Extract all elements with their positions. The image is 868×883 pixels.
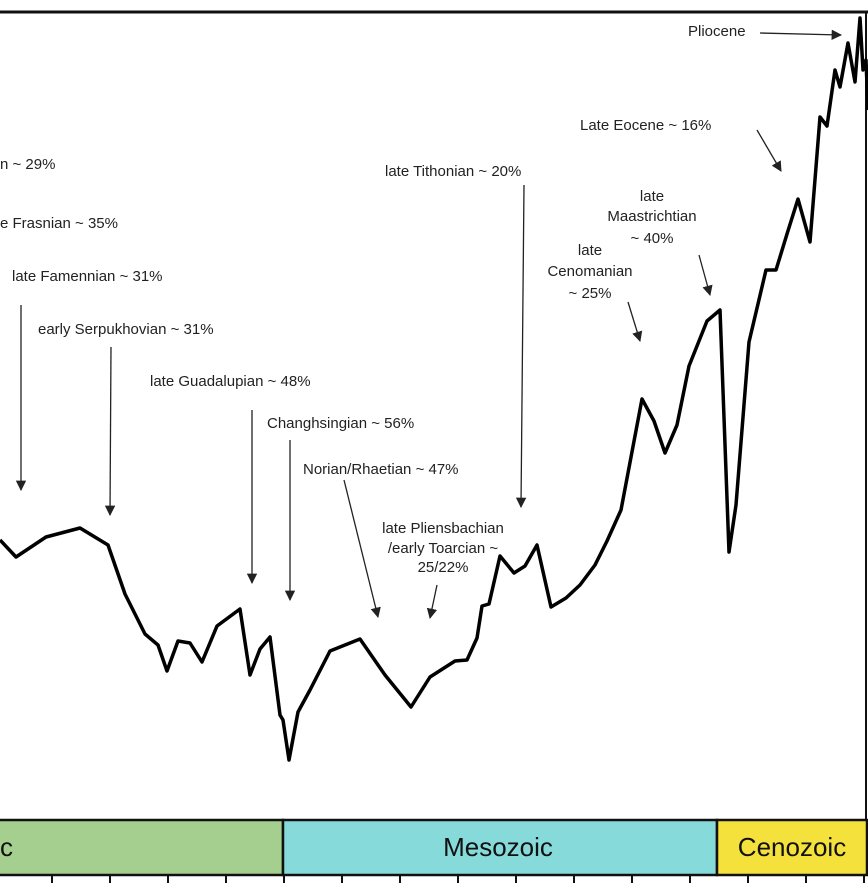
annotation: ~ 25% <box>569 285 612 302</box>
annotations: n ~ 29% e Frasnian ~ 35% late Famennian … <box>0 23 746 576</box>
annotation: late Famennian ~ 31% <box>12 268 163 285</box>
annotation: Pliocene <box>688 23 746 40</box>
ticks <box>51 875 865 883</box>
annotation: n ~ 29% <box>0 156 55 173</box>
annotation: late <box>640 188 664 205</box>
annotation: Norian/Rhaetian ~ 47% <box>303 461 459 478</box>
annotation: Maastrichtian <box>607 208 696 225</box>
annotation: Late Eocene ~ 16% <box>580 117 711 134</box>
annotation: Changhsingian ~ 56% <box>267 415 414 432</box>
annotation: /early Toarcian ~ <box>388 540 498 557</box>
era-box <box>715 818 868 877</box>
annotation: e Frasnian ~ 35% <box>0 215 118 232</box>
annotation: late Pliensbachian <box>382 520 504 537</box>
annotation: late Tithonian ~ 20% <box>385 163 521 180</box>
annotation: Cenomanian <box>547 263 632 280</box>
annotation: early Serpukhovian ~ 31% <box>38 321 214 338</box>
arrows <box>15 29 843 620</box>
era-bar: c Mesozoic Cenozoic <box>0 818 868 883</box>
era-box <box>0 818 285 877</box>
era-label: Mesozoic <box>443 832 553 862</box>
annotation: late Guadalupian ~ 48% <box>150 373 311 390</box>
era-label: c <box>0 832 13 862</box>
annotation: late <box>578 242 602 259</box>
annotation: 25/22% <box>418 559 469 576</box>
era-label: Cenozoic <box>738 832 846 862</box>
annotation: ~ 40% <box>631 230 674 247</box>
diversity-curve <box>0 16 868 762</box>
